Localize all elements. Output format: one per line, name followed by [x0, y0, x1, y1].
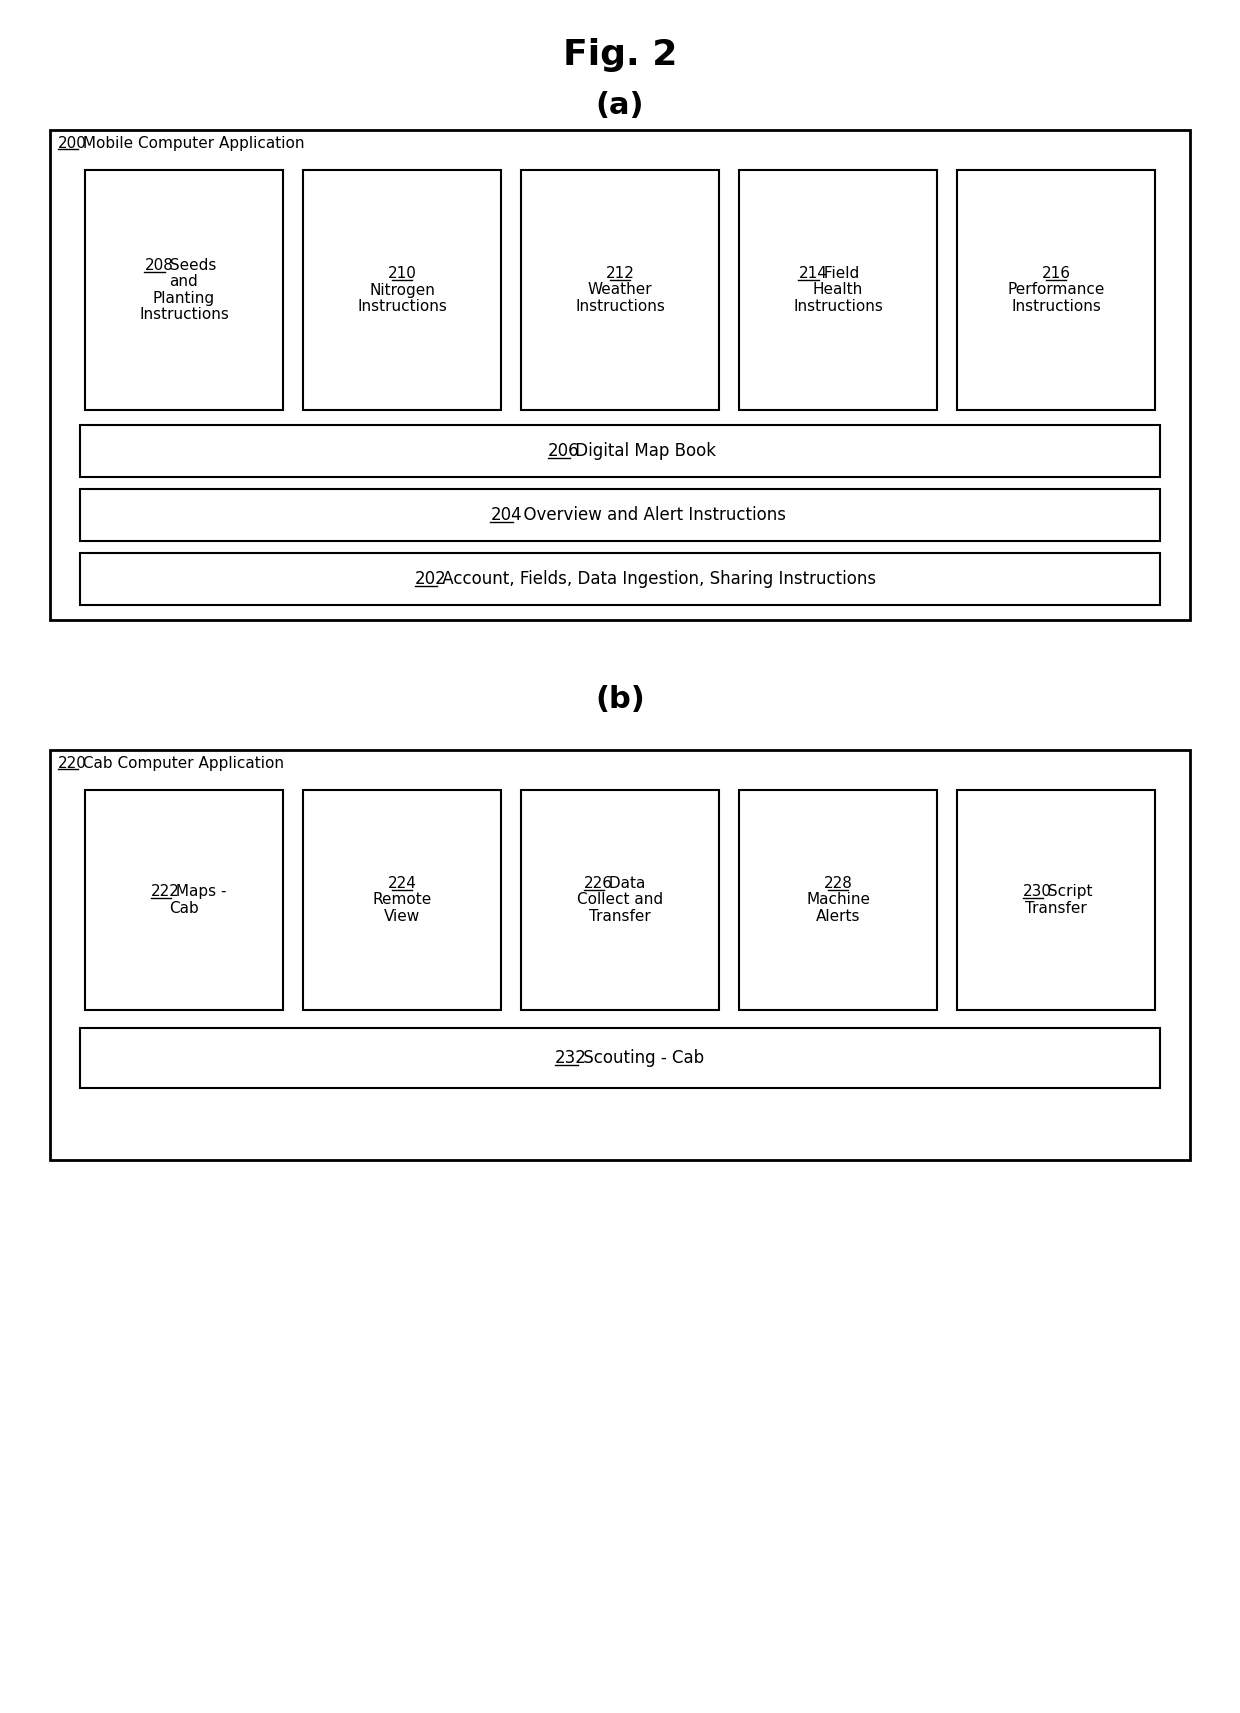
Text: Instructions: Instructions — [357, 300, 446, 313]
Text: Seeds: Seeds — [165, 257, 216, 272]
Text: 200: 200 — [58, 135, 87, 151]
Text: Scouting - Cab: Scouting - Cab — [578, 1048, 703, 1067]
Text: Machine: Machine — [806, 892, 870, 908]
Text: Maps -: Maps - — [171, 884, 227, 899]
Text: 228: 228 — [823, 875, 852, 891]
Bar — [739, 790, 937, 1011]
Text: 214: 214 — [799, 266, 827, 281]
Text: Planting: Planting — [153, 291, 215, 305]
Text: and: and — [170, 274, 198, 289]
Text: Nitrogen: Nitrogen — [370, 283, 435, 298]
Bar — [81, 553, 1159, 605]
Bar — [50, 750, 1190, 1160]
Text: 208: 208 — [144, 257, 174, 272]
Text: 212: 212 — [605, 266, 635, 281]
Text: 202: 202 — [415, 570, 446, 588]
Bar — [81, 488, 1159, 541]
Text: 206: 206 — [548, 442, 579, 461]
Text: 226: 226 — [584, 875, 613, 891]
Text: Transfer: Transfer — [1025, 901, 1087, 916]
Text: Account, Fields, Data Ingestion, Sharing Instructions: Account, Fields, Data Ingestion, Sharing… — [438, 570, 877, 588]
Text: Instructions: Instructions — [575, 300, 665, 313]
Text: Instructions: Instructions — [794, 300, 883, 313]
Bar — [81, 425, 1159, 476]
Text: Weather: Weather — [588, 283, 652, 298]
Text: 224: 224 — [388, 875, 417, 891]
Text: Performance: Performance — [1007, 283, 1105, 298]
Text: Cab: Cab — [169, 901, 198, 916]
Text: Overview and Alert Instructions: Overview and Alert Instructions — [512, 505, 786, 524]
Text: 210: 210 — [388, 266, 417, 281]
Text: Data: Data — [604, 875, 646, 891]
Bar — [81, 1028, 1159, 1088]
Bar — [739, 170, 937, 409]
Text: Script: Script — [1044, 884, 1092, 899]
Text: 230: 230 — [1023, 884, 1052, 899]
Text: 220: 220 — [58, 755, 87, 771]
Bar — [86, 170, 283, 409]
Text: Instructions: Instructions — [139, 307, 229, 322]
Text: Alerts: Alerts — [816, 910, 861, 923]
Text: 232: 232 — [556, 1048, 587, 1067]
Text: Collect and: Collect and — [577, 892, 663, 908]
Text: Fig. 2: Fig. 2 — [563, 38, 677, 72]
Bar — [50, 130, 1190, 620]
Text: Mobile Computer Application: Mobile Computer Application — [78, 135, 305, 151]
Text: View: View — [384, 910, 420, 923]
Text: (b): (b) — [595, 685, 645, 714]
Text: Remote: Remote — [372, 892, 432, 908]
Text: 222: 222 — [151, 884, 180, 899]
Text: 216: 216 — [1042, 266, 1070, 281]
Bar — [957, 170, 1154, 409]
Bar — [521, 170, 719, 409]
Text: 204: 204 — [490, 505, 522, 524]
Text: Health: Health — [813, 283, 863, 298]
Text: (a): (a) — [595, 91, 645, 120]
Text: Cab Computer Application: Cab Computer Application — [78, 755, 284, 771]
Text: Transfer: Transfer — [589, 910, 651, 923]
Bar — [303, 790, 501, 1011]
Bar — [957, 790, 1154, 1011]
Text: Instructions: Instructions — [1011, 300, 1101, 313]
Bar — [521, 790, 719, 1011]
Bar — [303, 170, 501, 409]
Text: Field: Field — [818, 266, 859, 281]
Text: Digital Map Book: Digital Map Book — [570, 442, 717, 461]
Bar — [86, 790, 283, 1011]
